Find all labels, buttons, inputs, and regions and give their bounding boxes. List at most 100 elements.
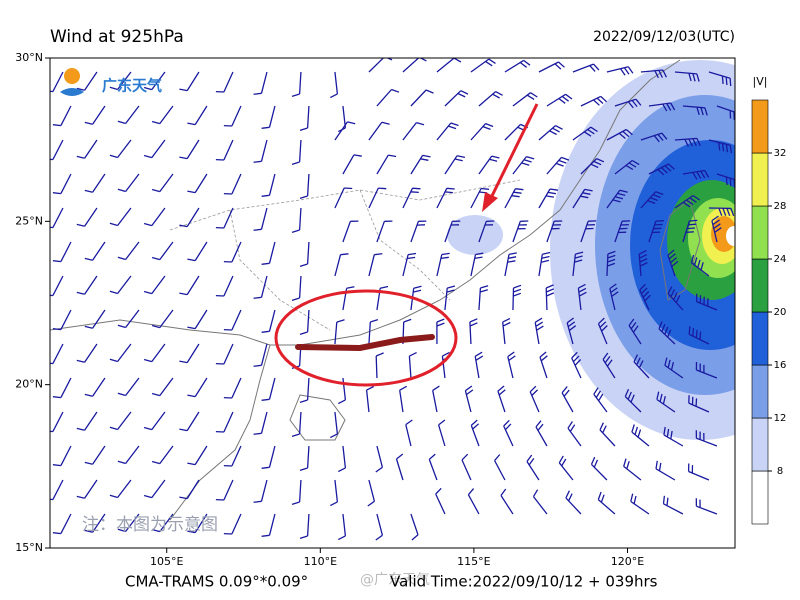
wind-barb <box>444 90 469 107</box>
wind-barb <box>507 351 516 379</box>
wind-barb <box>368 187 387 209</box>
wind-barb <box>179 139 200 160</box>
borders <box>169 179 521 331</box>
wind-barb <box>117 377 140 397</box>
wind-barb <box>215 343 234 365</box>
wind-barb <box>151 513 174 533</box>
wind-barb <box>151 241 174 261</box>
wind-barb <box>179 71 200 92</box>
colorbar-segment <box>751 364 769 419</box>
wind-barb <box>405 419 413 447</box>
wind-barb <box>109 139 132 159</box>
title: Wind at 925hPa <box>50 27 184 47</box>
wind-barb <box>376 88 400 107</box>
wind-barb <box>708 139 733 154</box>
wind-barb <box>436 187 455 209</box>
wind-barb <box>467 488 480 515</box>
colorbar-tick-label: 20 <box>774 307 787 318</box>
wind-barb <box>223 377 242 399</box>
colorbar-tick-label: 32 <box>774 148 787 159</box>
wind-barb <box>572 251 584 277</box>
logo-text: 广东天气 <box>102 77 162 95</box>
wind-barb <box>117 105 140 125</box>
wind-barb <box>376 220 393 243</box>
wind-barb <box>512 284 522 311</box>
wind-barb <box>109 479 132 499</box>
wind-barb <box>151 173 174 193</box>
wind-barb <box>535 420 548 447</box>
wind-barb <box>50 343 64 365</box>
wind-barb <box>52 241 72 263</box>
wind-barb <box>539 351 548 379</box>
lon-tick-label: 110°E <box>304 555 337 568</box>
colorbar-segment <box>751 311 769 366</box>
lon-tick-label: 105°E <box>150 555 183 568</box>
wind-barb <box>52 377 72 399</box>
wind-barb <box>76 139 98 159</box>
wind-barb <box>410 89 434 107</box>
lat-tick-label: 20°N <box>15 378 43 391</box>
wind-barb <box>688 326 710 345</box>
wind-barb <box>342 154 362 175</box>
wind-barb <box>187 173 208 194</box>
wind-barb <box>502 317 511 345</box>
wind-barb <box>590 456 608 481</box>
wind-barb <box>538 188 558 209</box>
wind-barb <box>593 387 608 413</box>
wind-barb <box>253 275 268 299</box>
colorbar-label: |V| <box>753 75 768 88</box>
colorbar-segment <box>751 99 769 154</box>
wind-barb <box>638 250 648 277</box>
colorbar-tick-label: 28 <box>774 201 787 212</box>
wind-barb <box>436 252 450 277</box>
wind-barb <box>375 445 384 473</box>
wind-barb <box>179 411 200 432</box>
wind-barb <box>109 207 132 227</box>
wind-barb <box>658 321 676 345</box>
wind-barb <box>151 377 174 397</box>
wind-barb <box>84 377 106 397</box>
wind-barb <box>546 93 573 107</box>
wind-barb <box>682 219 698 243</box>
map-area <box>50 58 735 548</box>
footer-model: CMA-TRAMS 0.09°*0.09° <box>125 573 308 591</box>
wind-barb <box>365 385 374 413</box>
wind-barb <box>688 395 710 413</box>
wind-barb <box>253 411 268 435</box>
wind-barb <box>606 128 633 141</box>
wind-barb <box>76 411 98 431</box>
wind-barb <box>512 220 529 243</box>
wind-barb <box>50 207 64 229</box>
wind-barb <box>695 293 718 311</box>
wind-barb <box>497 385 506 413</box>
wind-barb <box>291 207 302 234</box>
colorbar-segment <box>751 258 769 313</box>
wind-barb <box>187 513 208 534</box>
wind-barb <box>402 58 427 73</box>
wind-barb <box>690 254 710 277</box>
wind-barb <box>334 319 345 345</box>
wind-barb <box>648 102 676 112</box>
wind-barb <box>367 479 376 507</box>
wind-barb <box>494 454 506 481</box>
wind-barb <box>253 139 268 163</box>
arrow-head <box>482 192 498 212</box>
highlight-line <box>295 334 435 352</box>
wind-barb <box>566 317 577 345</box>
wind-barb <box>223 513 242 535</box>
lat-tick-label: 15°N <box>15 541 43 554</box>
wind-barb <box>76 71 98 91</box>
wind-barb <box>410 220 427 243</box>
wind-barb <box>291 479 302 506</box>
wind-barb <box>223 241 242 263</box>
wind-barb <box>444 220 461 243</box>
wind-barb <box>261 309 276 333</box>
wind-barb <box>334 187 353 209</box>
wind-barb <box>565 490 582 515</box>
wind-barb <box>580 220 597 243</box>
wind-barb <box>375 513 384 541</box>
wind-barb <box>299 377 310 404</box>
wind-barb <box>215 71 234 93</box>
wind-barb <box>76 275 98 295</box>
